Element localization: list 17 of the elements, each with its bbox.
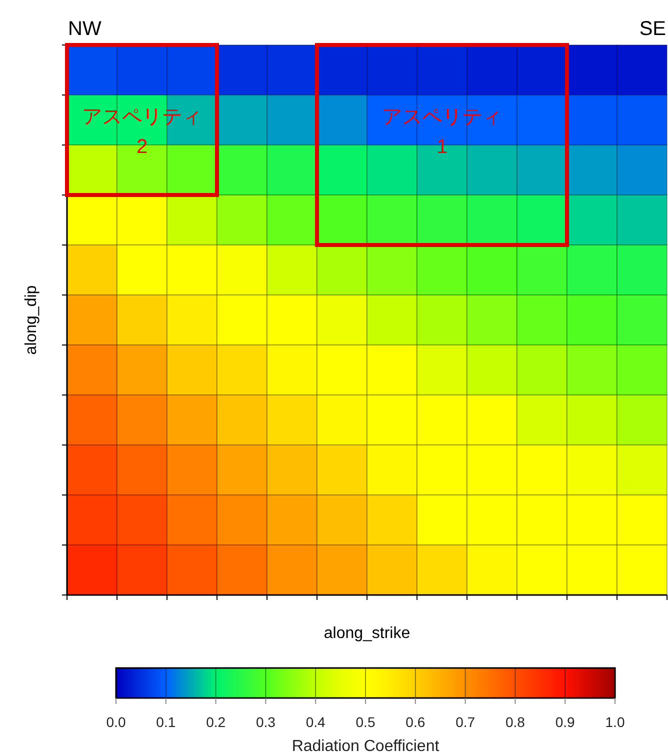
color-bar-label: 0.0 xyxy=(106,714,126,730)
color-bar-label: 0.3 xyxy=(256,714,276,730)
color-bar-label: 0.5 xyxy=(356,714,376,730)
color-bar-label: 0.2 xyxy=(206,714,226,730)
color-bar-label: 0.8 xyxy=(505,714,526,730)
annotation: アスペリティ 2 xyxy=(82,106,202,158)
color-bar-label: 0.7 xyxy=(456,714,476,730)
color-bar-title: Radiation Coefficient xyxy=(292,738,440,754)
x-axis-title: along_strike xyxy=(324,625,410,642)
y-axis-title: along_dip xyxy=(23,285,40,355)
text: NW xyxy=(68,18,102,40)
color-bar-label: 0.9 xyxy=(555,714,576,730)
color-bar-label: 0.4 xyxy=(306,714,326,730)
color-bar-label: 0.1 xyxy=(156,714,176,730)
color-bar-label: 0.6 xyxy=(406,714,426,730)
color-bar-label: 1.0 xyxy=(605,714,625,730)
text: SE xyxy=(639,18,666,40)
